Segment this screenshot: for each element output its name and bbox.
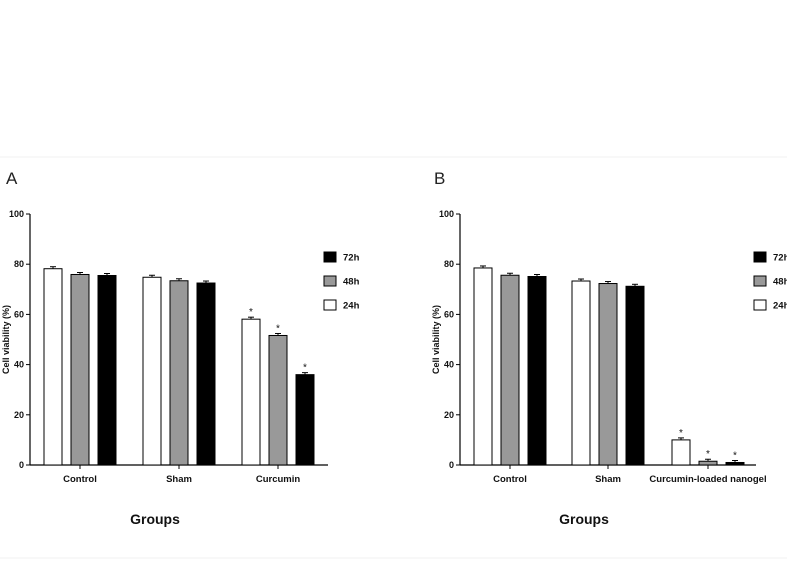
significance-star: * (733, 450, 737, 461)
bar-48h (500, 274, 520, 466)
bar-48h (598, 283, 618, 466)
y-tick-label: 40 (14, 360, 24, 370)
legend-label-72h: 72h (343, 253, 360, 264)
legend-label-24h: 24h (773, 301, 787, 312)
bar-72h (527, 275, 547, 466)
bar-72h (295, 374, 315, 466)
y-tick-label: 0 (449, 460, 454, 470)
bar-24h (571, 280, 591, 466)
legend-swatch-72h (323, 251, 337, 263)
x-category-label: Sham (166, 474, 192, 485)
legend-label-48h: 48h (343, 277, 360, 288)
y-tick-label: 100 (439, 209, 454, 219)
significance-star: * (706, 449, 710, 460)
y-tick-label: 60 (444, 309, 454, 319)
panel-letter-a: A (6, 169, 18, 188)
bar-24h (671, 439, 691, 466)
y-tick-label: 80 (444, 259, 454, 269)
bar-72h (97, 274, 117, 466)
panel-letter-b: B (434, 169, 445, 188)
significance-star: * (303, 363, 307, 374)
bar-72h (625, 285, 645, 466)
x-axis-title: Groups (559, 511, 609, 527)
legend-label-72h: 72h (773, 253, 787, 264)
legend-swatch-72h (753, 251, 767, 263)
bar-48h (268, 334, 288, 466)
legend-swatch-48h (323, 275, 337, 287)
y-tick-label: 0 (19, 460, 24, 470)
y-tick-label: 20 (444, 410, 454, 420)
bar-24h (43, 268, 63, 466)
legend-swatch-24h (323, 299, 337, 311)
x-category-label: Curcumin (256, 474, 301, 485)
y-axis-title: Cell viability (%) (431, 305, 441, 374)
legend-label-48h: 48h (773, 277, 787, 288)
bar-48h (698, 460, 718, 466)
y-axis-title: Cell viability (%) (1, 305, 11, 374)
y-tick-label: 20 (14, 410, 24, 420)
legend-swatch-48h (753, 275, 767, 287)
bar-48h (70, 273, 90, 466)
y-tick-label: 100 (9, 209, 24, 219)
y-tick-label: 80 (14, 259, 24, 269)
bar-48h (169, 280, 189, 466)
bar-72h (196, 282, 216, 466)
chart-panel-a: A 0 20 40 60 80 100 Control Sham Curcumin * * * 72h 4… (1, 169, 360, 527)
bar-24h (473, 267, 493, 466)
x-axis-title: Groups (130, 511, 180, 527)
x-category-label: Sham (595, 474, 621, 485)
legend-swatch-24h (753, 299, 767, 311)
bar-24h (241, 318, 261, 466)
legend-label-24h: 24h (343, 301, 360, 312)
significance-star: * (679, 428, 683, 439)
significance-star: * (249, 307, 253, 318)
chart-panel-b: B 0 20 40 60 80 100 Control Sham Curcumin-loaded… (431, 169, 787, 527)
bar-72h (725, 461, 745, 466)
y-tick-label: 60 (14, 309, 24, 319)
significance-star: * (276, 323, 280, 334)
bar-24h (142, 276, 162, 466)
x-category-label: Curcumin-loaded nanogel (649, 474, 766, 485)
x-category-label: Control (493, 474, 527, 485)
x-category-label: Control (63, 474, 97, 485)
y-tick-label: 40 (444, 360, 454, 370)
